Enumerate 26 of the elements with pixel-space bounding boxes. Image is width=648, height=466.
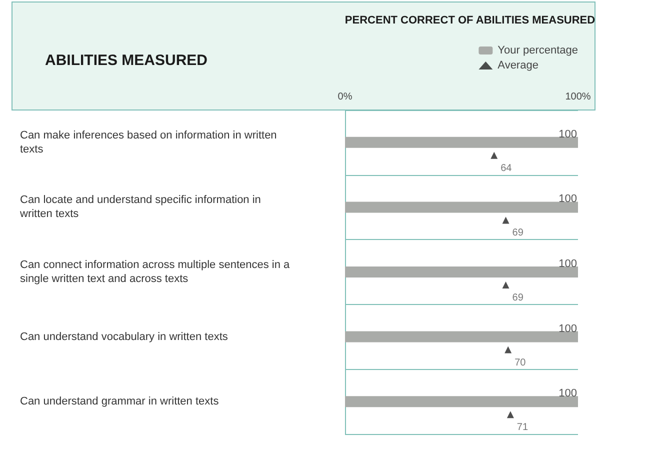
point (490, 152, 498, 159)
y-tick-label: Can locate and understand specific information in written texts (19, 194, 264, 220)
data-label: 71 (516, 422, 528, 434)
data-label: 69 (512, 228, 524, 239)
data-label: 100 (558, 388, 577, 400)
data-label: 64 (500, 162, 512, 174)
data-label: 100 (558, 193, 577, 206)
data-label: 69 (512, 292, 524, 304)
y-tick-label: Can connect information across multiple sentences in a single written text and across texts (20, 259, 293, 285)
y-axis-title: ABILITIES MEASURED (45, 52, 208, 69)
data-label: 100 (558, 322, 577, 335)
x-tick-label: 100% (565, 92, 591, 102)
point (502, 216, 510, 224)
x-tick-label: 0% (338, 92, 352, 102)
data-label: 100 (558, 258, 577, 270)
y-tick-label: Can understand vocabulary in written texts (20, 330, 228, 343)
point (504, 346, 512, 354)
chart-title: PERCENT CORRECT OF ABILITIES MEASURED (344, 14, 596, 26)
data-label: 70 (514, 357, 526, 368)
legend-label: Average (498, 60, 538, 72)
data-label: 100 (558, 128, 577, 140)
point (502, 282, 510, 288)
y-tick-label: Can make inferences based on information in written texts (20, 129, 280, 156)
y-tick-label: Can understand grammar in written texts (20, 396, 220, 408)
point (506, 411, 514, 418)
legend-label: Your percentage (498, 44, 578, 56)
